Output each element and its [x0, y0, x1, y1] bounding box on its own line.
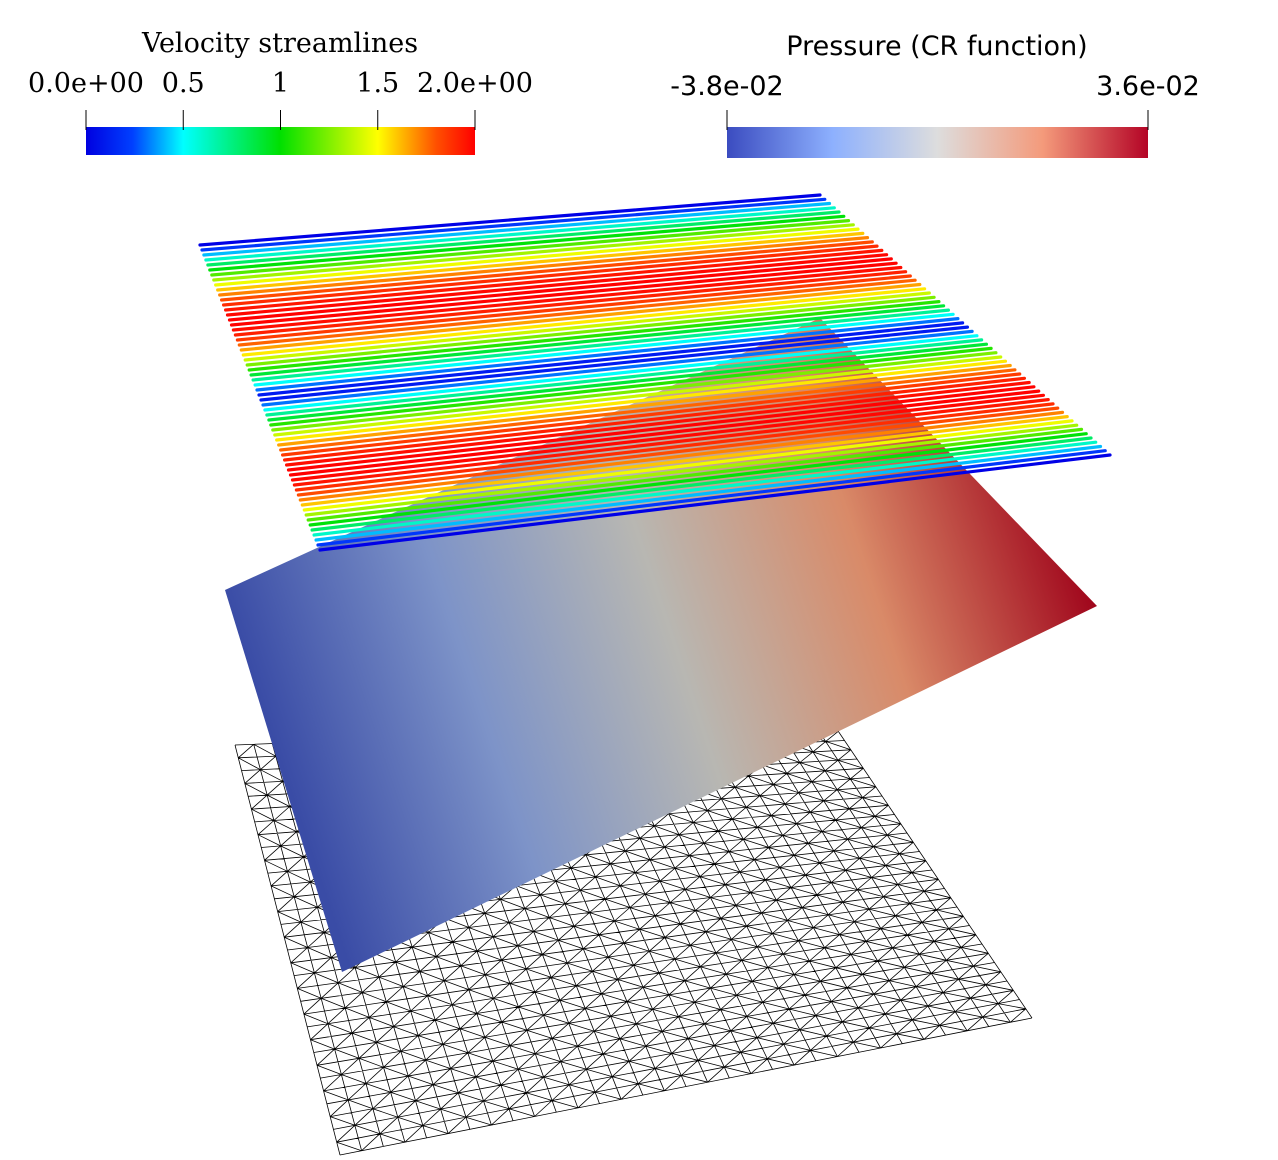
streamline [300, 415, 1069, 507]
streamline [200, 197, 827, 252]
streamline [296, 406, 1060, 497]
streamline [269, 346, 993, 427]
streamline [288, 389, 1041, 477]
colorbar-tick-label: 0.0e+00 [28, 68, 144, 99]
streamline [229, 261, 898, 327]
streamline [281, 372, 1022, 457]
streamline [206, 210, 841, 267]
streamline [243, 291, 931, 362]
streamline [318, 453, 1112, 552]
streamline [214, 227, 860, 287]
streamline [275, 359, 1008, 442]
streamline [273, 355, 1003, 437]
streamline [263, 334, 979, 412]
streamline [306, 427, 1084, 522]
streamline [245, 295, 936, 367]
pressure-colorbar [727, 127, 1148, 158]
streamline [298, 410, 1065, 502]
streamline [220, 240, 874, 302]
streamline [286, 385, 1036, 472]
streamline [227, 257, 893, 322]
streamline [316, 449, 1107, 547]
streamline [198, 193, 822, 247]
streamline [292, 398, 1050, 487]
streamline [279, 368, 1017, 452]
streamline [290, 393, 1046, 482]
streamline [212, 223, 855, 282]
colorbar-tick-label: -3.8e-02 [670, 71, 783, 102]
streamline [208, 214, 846, 272]
streamline [304, 423, 1079, 517]
streamline [247, 300, 941, 372]
streamline [308, 432, 1088, 527]
streamline [314, 444, 1103, 542]
colorbar-tick-label: 0.5 [162, 68, 205, 99]
streamline [312, 440, 1098, 537]
colorbar-tick-label: 1.5 [356, 68, 399, 99]
streamline [231, 265, 903, 332]
streamline [255, 317, 960, 392]
velocity-title: Velocity streamlines [141, 28, 418, 59]
streamline [257, 321, 965, 397]
streamlines [198, 193, 1112, 552]
streamline [218, 236, 870, 297]
streamline [202, 201, 832, 257]
velocity-colorbar [86, 127, 475, 155]
streamline [285, 380, 1031, 467]
streamline [283, 376, 1027, 462]
streamline [267, 342, 989, 422]
streamline [225, 253, 889, 317]
streamline [241, 287, 927, 357]
streamline [277, 363, 1012, 447]
streamline [210, 219, 851, 277]
streamline [233, 270, 908, 337]
streamline [259, 325, 970, 402]
streamline [237, 278, 917, 347]
streamline [249, 304, 946, 377]
streamline [265, 338, 984, 417]
streamline [253, 312, 955, 387]
streamline [224, 248, 884, 312]
streamline [302, 419, 1074, 512]
colorbar-tick-label: 1 [272, 68, 289, 99]
streamline [235, 274, 912, 342]
streamline [216, 231, 865, 292]
streamline [261, 329, 974, 407]
streamline [251, 308, 951, 382]
streamline [204, 206, 836, 262]
colorbar-tick-label: 2.0e+00 [417, 68, 533, 99]
pressure-title: Pressure (CR function) [786, 31, 1087, 62]
streamline [294, 402, 1055, 492]
streamline [271, 351, 998, 432]
streamline [222, 244, 879, 307]
colorbar-tick-label: 3.6e-02 [1096, 71, 1200, 102]
streamline [239, 282, 922, 352]
streamline [310, 436, 1093, 532]
